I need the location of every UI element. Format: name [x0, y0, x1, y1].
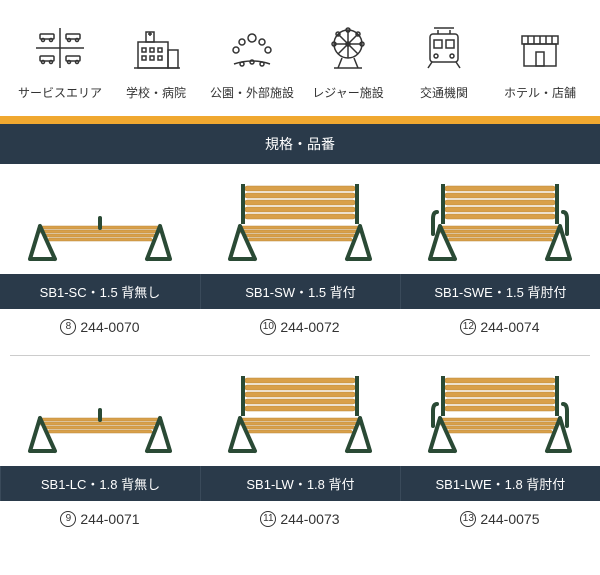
product-grid: SB1-SC・1.5 背無し8244-0070SB1-SW・1.5 背付1024…: [0, 164, 600, 547]
product-image: [0, 164, 200, 274]
section-header: 規格・品番: [0, 124, 600, 164]
product-cell: SB1-LWE・1.8 背肘付13244-0075: [400, 356, 600, 547]
cars-icon: [32, 20, 88, 76]
category-row: サービスエリア 学校・病院 公園・外部施設 レジャー施設 交通機関 ホテル・店舗: [0, 0, 600, 116]
category-label: ホテル・店舗: [504, 84, 576, 101]
product-cell: SB1-SW・1.5 背付10244-0072: [200, 164, 400, 355]
product-code: 10244-0072: [260, 309, 339, 355]
building-icon: [128, 20, 184, 76]
category-label: 公園・外部施設: [210, 84, 294, 101]
product-image: [0, 356, 200, 466]
ferris-icon: [320, 20, 376, 76]
category-label: 学校・病院: [126, 84, 186, 101]
code-number-icon: 8: [60, 319, 76, 335]
code-number-icon: 11: [260, 511, 276, 527]
category-label: 交通機関: [420, 84, 468, 101]
code-number-icon: 9: [60, 511, 76, 527]
category-item[interactable]: レジャー施設: [303, 20, 393, 101]
shop-icon: [512, 20, 568, 76]
category-item[interactable]: サービスエリア: [15, 20, 105, 101]
park-icon: [224, 20, 280, 76]
product-code: 8244-0070: [60, 309, 139, 355]
product-code: 11244-0073: [260, 501, 339, 547]
product-label: SB1-SWE・1.5 背肘付: [400, 274, 600, 309]
category-item[interactable]: ホテル・店舗: [495, 20, 585, 101]
code-value: 244-0070: [80, 319, 139, 335]
category-label: レジャー施設: [312, 84, 383, 101]
code-number-icon: 13: [460, 511, 476, 527]
accent-bar: [0, 116, 600, 124]
code-value: 244-0075: [480, 511, 539, 527]
code-value: 244-0072: [280, 319, 339, 335]
code-value: 244-0074: [480, 319, 539, 335]
product-cell: SB1-LW・1.8 背付11244-0073: [200, 356, 400, 547]
product-image: [200, 356, 400, 466]
train-icon: [416, 20, 472, 76]
product-image: [400, 164, 600, 274]
category-item[interactable]: 学校・病院: [111, 20, 201, 101]
code-number-icon: 10: [260, 319, 276, 335]
product-label: SB1-LC・1.8 背無し: [0, 466, 200, 501]
product-code: 9244-0071: [60, 501, 139, 547]
product-label: SB1-LW・1.8 背付: [200, 466, 400, 501]
category-label: サービスエリア: [18, 84, 102, 101]
product-label: SB1-LWE・1.8 背肘付: [400, 466, 600, 501]
product-code: 13244-0075: [460, 501, 539, 547]
product-code: 12244-0074: [460, 309, 539, 355]
product-image: [200, 164, 400, 274]
product-cell: SB1-SWE・1.5 背肘付12244-0074: [400, 164, 600, 355]
code-value: 244-0073: [280, 511, 339, 527]
category-item[interactable]: 交通機関: [399, 20, 489, 101]
product-label: SB1-SC・1.5 背無し: [0, 274, 200, 309]
category-item[interactable]: 公園・外部施設: [207, 20, 297, 101]
product-cell: SB1-LC・1.8 背無し9244-0071: [0, 356, 200, 547]
code-number-icon: 12: [460, 319, 476, 335]
product-label: SB1-SW・1.5 背付: [200, 274, 400, 309]
product-image: [400, 356, 600, 466]
product-cell: SB1-SC・1.5 背無し8244-0070: [0, 164, 200, 355]
code-value: 244-0071: [80, 511, 139, 527]
